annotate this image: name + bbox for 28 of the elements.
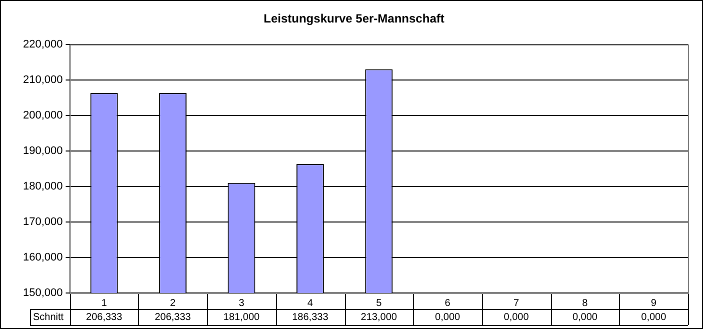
- text: Schnitt: [33, 312, 64, 323]
- text: 0,000: [641, 312, 666, 323]
- x-tick-label: 8: [582, 298, 588, 309]
- y-tick-label: 200,000: [22, 109, 63, 122]
- y-tick-label: 190,000: [22, 144, 63, 157]
- text: 0,000: [572, 312, 598, 323]
- y-tick-label: 210,000: [22, 74, 63, 86]
- data-label: 186,333: [292, 312, 329, 323]
- x-tick-label: 1: [101, 298, 108, 309]
- y-tick-label: 160,000: [22, 252, 63, 264]
- x-tick-label: 7: [513, 298, 520, 309]
- y-tick-label: 170,000: [22, 216, 63, 228]
- x-tick-label: 2: [170, 298, 176, 309]
- data-label: 213,000: [360, 312, 398, 323]
- data-label: 206,333: [86, 312, 123, 323]
- x-tick-label: 5: [376, 298, 382, 309]
- x-tick-label: 3: [238, 298, 245, 309]
- y-tick-label: 220,000: [22, 38, 63, 50]
- text: 0,000: [504, 312, 529, 323]
- y-tick-label: 150,000: [22, 287, 63, 300]
- x-tick-label: 4: [307, 298, 314, 309]
- y-tick-label: 180,000: [22, 180, 63, 192]
- x-tick-label: 9: [650, 298, 657, 309]
- data-label: 181,000: [223, 312, 260, 323]
- chart-title: Leistungskurve 5er-Mannschaft: [264, 12, 444, 26]
- data-label: 206,333: [154, 312, 192, 323]
- x-tick-label: 6: [444, 298, 451, 309]
- text: 0,000: [435, 312, 460, 323]
